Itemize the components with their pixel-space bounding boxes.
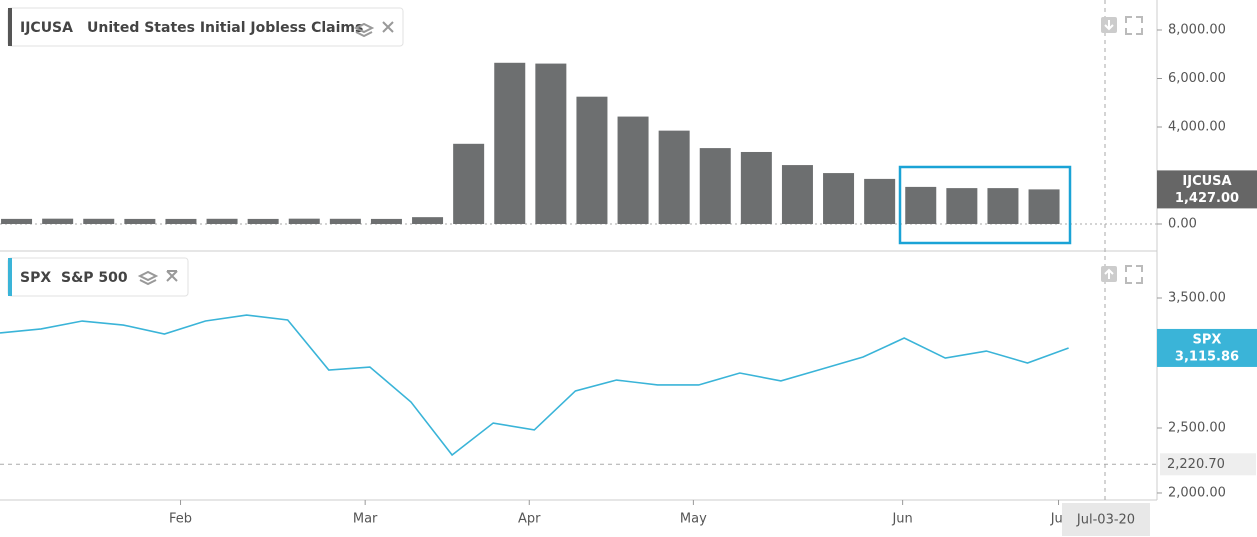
bar: [165, 218, 197, 225]
highlight-box: [898, 165, 1072, 245]
bar: [206, 218, 238, 225]
y-tick-label: 3,500.00: [1168, 291, 1226, 306]
bar: [247, 218, 279, 225]
y-tick-label: 6,000.00: [1168, 71, 1226, 86]
bar: [42, 218, 74, 225]
bar: [905, 186, 937, 225]
x-tick-label: Apr: [518, 512, 541, 527]
y-tick-label: 4,000.00: [1168, 120, 1226, 135]
badge-ticker: IJCUSA: [1182, 174, 1231, 189]
bar: [535, 63, 567, 225]
marker-label: 2,220.70: [1167, 457, 1225, 472]
upload-icon[interactable]: [1101, 266, 1117, 282]
bar: [1028, 189, 1060, 225]
legend-accent: [8, 8, 12, 46]
badge-value: 3,115.86: [1175, 349, 1239, 364]
download-icon[interactable]: [1101, 17, 1117, 33]
settings-icon[interactable]: [137, 270, 159, 286]
settings-icon[interactable]: [353, 22, 375, 38]
x-tick-label: Feb: [169, 512, 192, 527]
legend-title: S&P 500: [61, 270, 128, 286]
close-icon[interactable]: [382, 21, 394, 33]
bar: [987, 188, 1019, 225]
line: [0, 314, 1069, 457]
y-tick-label: 0.00: [1168, 217, 1197, 232]
bar: [370, 218, 402, 225]
badge-ticker: SPX: [1193, 332, 1222, 347]
bar: [617, 116, 649, 225]
y-tick-label: 8,000.00: [1168, 22, 1226, 37]
bar: [83, 218, 115, 225]
x-tick-label: May: [680, 512, 707, 527]
y-tick-label: 2,000.00: [1168, 485, 1226, 500]
cursor-label: Jul-03-20: [1076, 513, 1135, 528]
bar: [781, 165, 813, 225]
legend-ticker: SPX: [20, 270, 51, 286]
last-value-badge: [1157, 328, 1257, 367]
legend-ticker: IJCUSA: [20, 20, 73, 36]
bar: [740, 151, 772, 225]
bar: [946, 188, 978, 225]
bar: [576, 96, 608, 225]
expand-icon[interactable]: [1125, 265, 1143, 284]
bar: [288, 218, 320, 225]
bar: [412, 217, 444, 225]
bar: [699, 148, 731, 225]
bar: [494, 62, 526, 225]
bar: [329, 218, 361, 225]
close-icon[interactable]: [166, 270, 178, 282]
plot-layer: [0, 62, 1157, 465]
badge-value: 1,427.00: [1175, 191, 1239, 206]
x-tick-label: Mar: [353, 512, 378, 527]
y-tick-label: 2,500.00: [1168, 420, 1226, 435]
legend-accent: [8, 258, 12, 296]
legend-title: United States Initial Jobless Claims: [87, 20, 363, 36]
bar: [864, 178, 896, 225]
bar: [658, 130, 690, 225]
bar: [453, 143, 485, 225]
last-value-badge: [1157, 170, 1257, 209]
expand-icon[interactable]: [1125, 16, 1143, 35]
cursor-badge: [1062, 503, 1150, 536]
marker-badge: [1160, 453, 1256, 476]
bar: [1, 218, 33, 225]
bar: [124, 218, 156, 225]
bar: [823, 173, 855, 225]
x-tick-label: Jun: [891, 512, 912, 527]
